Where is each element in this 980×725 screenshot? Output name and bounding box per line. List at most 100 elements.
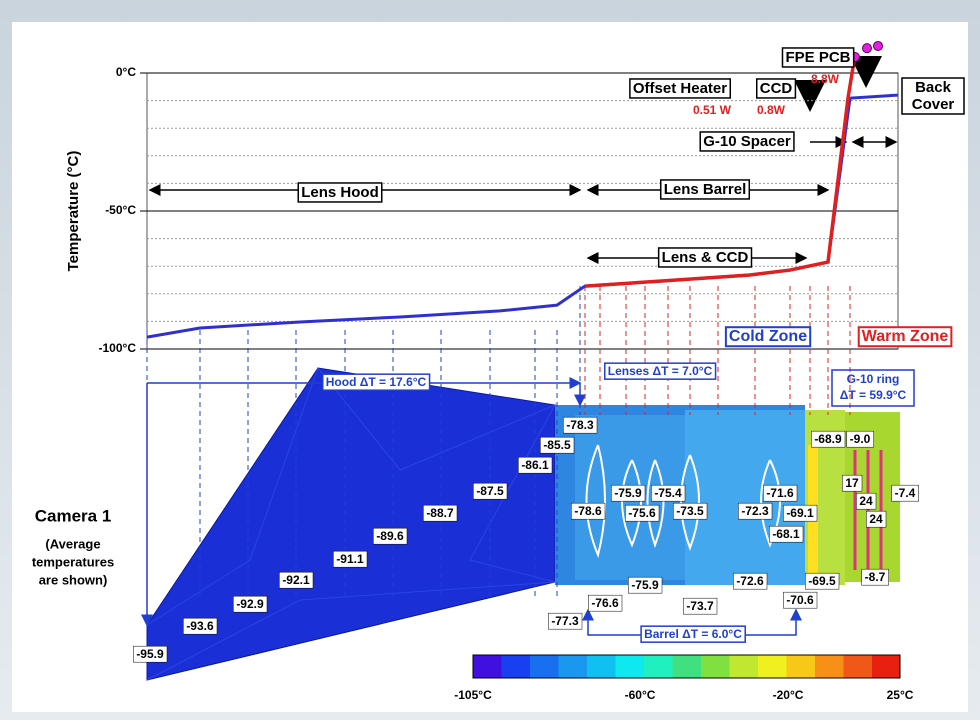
temperature-label: -69.1 [786, 506, 814, 520]
colorbar-cell [758, 655, 787, 678]
label-box [611, 484, 646, 502]
label-box [571, 502, 606, 520]
label: (Average [45, 536, 100, 551]
label: 0.8W [757, 103, 786, 117]
colorbar-cell [501, 655, 530, 678]
temperature-label: 24 [859, 494, 873, 508]
label-box [763, 484, 798, 502]
colorbar-frame [472, 654, 901, 679]
temperature-label: 17 [845, 476, 859, 490]
label-box [183, 617, 218, 635]
temperature-label: -75.4 [654, 486, 682, 500]
colorbar-cell [672, 655, 701, 678]
label: Lens Barrel [664, 181, 747, 198]
pcb-point [873, 40, 883, 51]
temperature-label: -88.7 [426, 506, 454, 520]
label-box [811, 430, 846, 448]
temperature-label: -92.9 [236, 597, 264, 611]
label: Hood ΔT = 17.6°C [326, 375, 427, 389]
colorbar: -105°C -60°C -20°C 25°C [454, 654, 914, 702]
label-box [783, 591, 818, 609]
label-box [738, 502, 773, 520]
label-box [373, 527, 408, 545]
colorbar-cell [701, 655, 730, 678]
profile-line [584, 54, 857, 288]
temperature-label: -71.6 [766, 486, 794, 500]
colorbar-cell [843, 655, 872, 678]
temperature-label: -78.3 [566, 418, 594, 432]
label-box [604, 362, 717, 380]
label: Back [915, 79, 952, 96]
y-tick-label: -50°C [105, 203, 136, 217]
label: Camera 1 [35, 506, 112, 525]
temperature-label: -78.6 [574, 504, 602, 518]
temperature-label: -89.6 [376, 529, 404, 543]
colorbar-cell [729, 655, 758, 678]
label-box [651, 484, 686, 502]
label-box [233, 595, 268, 613]
label: CCD [760, 80, 793, 97]
label: Lens & CCD [662, 249, 749, 266]
label: Lens Hood [301, 184, 379, 201]
colorbar-cell [786, 655, 815, 678]
label: 0.51 W [693, 103, 732, 117]
colorbar-label: -20°C [773, 688, 804, 702]
label: Cold Zone [729, 328, 807, 345]
label-box [563, 416, 598, 434]
label-box [831, 369, 915, 407]
temperature-label: -70.6 [786, 593, 814, 607]
y-tick-label: -100°C [99, 341, 137, 355]
label: 8.8W [811, 72, 840, 86]
temperature-label: -87.5 [476, 484, 504, 498]
temperature-label: -75.6 [628, 506, 656, 520]
label: G-10 ring [847, 372, 900, 386]
label-box [540, 436, 575, 454]
colorbar-label: -105°C [454, 688, 492, 702]
label-box [699, 131, 795, 152]
label: are shown) [39, 572, 108, 587]
label-box [724, 326, 812, 348]
label-box [842, 474, 863, 492]
label-box [657, 247, 753, 268]
temperature-label: -9.0 [850, 432, 871, 446]
label-box [518, 456, 553, 474]
colorbar-label: 25°C [887, 688, 914, 702]
temperature-label: -75.9 [631, 578, 659, 592]
label-box [805, 572, 840, 590]
temperature-label: -75.9 [614, 486, 642, 500]
colorbar-label: -60°C [625, 688, 656, 702]
temperature-label: -73.7 [686, 599, 714, 613]
label-box [673, 502, 708, 520]
colorbar-cell [558, 655, 587, 678]
label-box [659, 179, 751, 200]
temperature-label: -95.9 [136, 647, 164, 661]
label-box [756, 78, 797, 99]
temperature-label: -76.6 [591, 596, 619, 610]
temperature-label: -72.3 [741, 504, 769, 518]
label-box [783, 504, 818, 522]
colorbar-cell [644, 655, 673, 678]
label-box [683, 597, 718, 615]
label-box [333, 550, 368, 568]
label-box [846, 430, 874, 448]
colorbar-cell [587, 655, 616, 678]
label: temperatures [32, 554, 114, 569]
temperature-label: 24 [869, 512, 883, 526]
colorbar-cell [872, 655, 901, 678]
pcb-point [862, 43, 872, 54]
label-box [857, 326, 953, 348]
temperature-label: -86.1 [521, 458, 549, 472]
label-box [423, 504, 458, 522]
label-box [640, 625, 746, 643]
label-box [625, 504, 660, 522]
temperature-label: -72.6 [736, 574, 764, 588]
temperature-label: -8.7 [865, 570, 886, 584]
y-axis-title: Temperature (°C) [65, 151, 82, 272]
label-box [856, 492, 877, 510]
temperature-label: -85.5 [543, 438, 571, 452]
temperature-label: -69.5 [808, 574, 836, 588]
label-box [133, 645, 168, 663]
label: FPE PCB [785, 49, 850, 66]
y-tick-label: 0°C [116, 65, 136, 79]
